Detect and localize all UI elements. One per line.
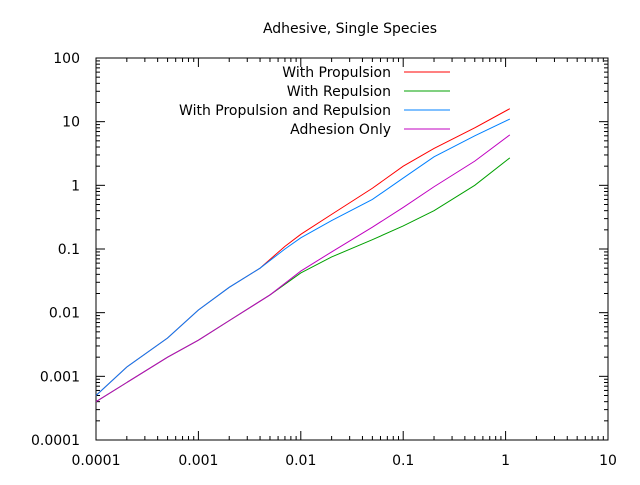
series-line-3 xyxy=(95,118,511,396)
plot-area: 0.0001 0.001 0.01 0.1 1 10 0.0001 0.001 0.01 0.1 1… xyxy=(31,51,617,469)
x-tick-label: 0.001 xyxy=(178,453,218,469)
legend-label-2: With Repulsion xyxy=(287,84,391,100)
x-tick-label: 0.1 xyxy=(392,453,414,469)
x-tick-label: 1 xyxy=(501,453,510,469)
legend-label-3: With Propulsion and Repulsion xyxy=(179,103,391,119)
y-tick-label: 100 xyxy=(53,51,80,67)
y-tick-label: 0.01 xyxy=(49,306,80,322)
chart-title: Adhesive, Single Species xyxy=(263,21,437,37)
x-tick-label: 0.0001 xyxy=(72,453,121,469)
y-tick-label: 1 xyxy=(71,178,80,194)
y-tick-label: 10 xyxy=(62,115,80,131)
legend-label-4: Adhesion Only xyxy=(290,122,391,138)
legend-label-1: With Propulsion xyxy=(282,65,391,81)
series-line-4 xyxy=(95,134,511,403)
y-tick-label: 0.0001 xyxy=(31,433,80,449)
y-tick-label: 0.001 xyxy=(40,369,80,385)
y-tick-label: 0.1 xyxy=(58,242,80,258)
x-tick-label: 0.01 xyxy=(285,453,316,469)
x-tick-label: 10 xyxy=(599,453,617,469)
